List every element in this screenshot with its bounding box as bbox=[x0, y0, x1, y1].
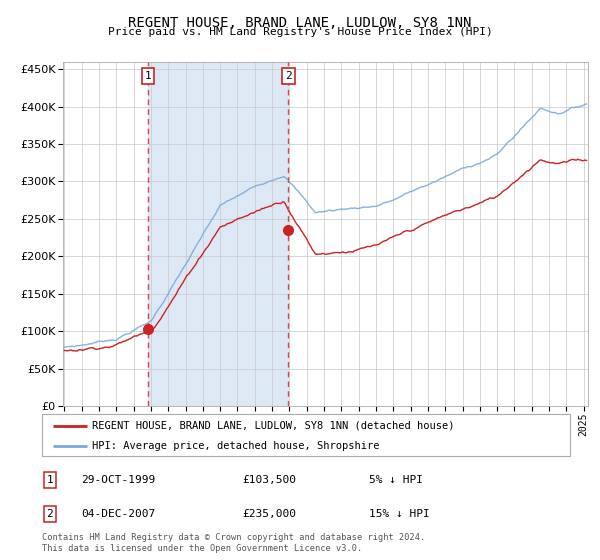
Text: 5% ↓ HPI: 5% ↓ HPI bbox=[370, 475, 424, 486]
Text: HPI: Average price, detached house, Shropshire: HPI: Average price, detached house, Shro… bbox=[92, 441, 380, 451]
Text: REGENT HOUSE, BRAND LANE, LUDLOW, SY8 1NN: REGENT HOUSE, BRAND LANE, LUDLOW, SY8 1N… bbox=[128, 16, 472, 30]
Text: £103,500: £103,500 bbox=[242, 475, 296, 486]
FancyBboxPatch shape bbox=[42, 414, 570, 456]
Text: 2: 2 bbox=[47, 508, 53, 519]
Text: 2: 2 bbox=[284, 71, 292, 81]
Text: 1: 1 bbox=[145, 71, 151, 81]
Text: £235,000: £235,000 bbox=[242, 508, 296, 519]
Text: 04-DEC-2007: 04-DEC-2007 bbox=[82, 508, 156, 519]
Text: 1: 1 bbox=[47, 475, 53, 486]
Bar bbox=[148, 62, 288, 406]
Text: Price paid vs. HM Land Registry's House Price Index (HPI): Price paid vs. HM Land Registry's House … bbox=[107, 27, 493, 38]
Text: Contains HM Land Registry data © Crown copyright and database right 2024.
This d: Contains HM Land Registry data © Crown c… bbox=[42, 533, 425, 553]
Text: 29-OCT-1999: 29-OCT-1999 bbox=[82, 475, 156, 486]
Text: 15% ↓ HPI: 15% ↓ HPI bbox=[370, 508, 430, 519]
Text: REGENT HOUSE, BRAND LANE, LUDLOW, SY8 1NN (detached house): REGENT HOUSE, BRAND LANE, LUDLOW, SY8 1N… bbox=[92, 421, 455, 431]
